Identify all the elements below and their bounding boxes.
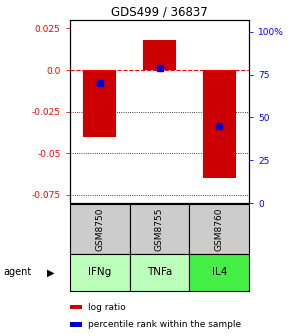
Bar — [143, 40, 176, 70]
Bar — [189, 204, 249, 254]
Point — [157, 65, 162, 70]
Bar — [130, 254, 189, 291]
Text: GSM8760: GSM8760 — [215, 207, 224, 251]
Bar — [83, 70, 116, 137]
Text: IL4: IL4 — [212, 267, 227, 278]
Text: log ratio: log ratio — [88, 303, 125, 311]
Point — [97, 80, 102, 86]
Bar — [70, 254, 130, 291]
Point — [217, 123, 222, 129]
Text: GSM8750: GSM8750 — [95, 207, 104, 251]
Bar — [130, 204, 189, 254]
Title: GDS499 / 36837: GDS499 / 36837 — [111, 6, 208, 19]
Bar — [70, 305, 82, 309]
Bar — [70, 204, 130, 254]
Text: GSM8755: GSM8755 — [155, 207, 164, 251]
Bar — [189, 254, 249, 291]
Text: IFNg: IFNg — [88, 267, 111, 278]
Text: agent: agent — [3, 267, 31, 278]
Bar — [70, 322, 82, 327]
Text: TNFa: TNFa — [147, 267, 172, 278]
Text: percentile rank within the sample: percentile rank within the sample — [88, 320, 241, 329]
Text: ▶: ▶ — [47, 267, 55, 278]
Bar — [203, 70, 236, 178]
